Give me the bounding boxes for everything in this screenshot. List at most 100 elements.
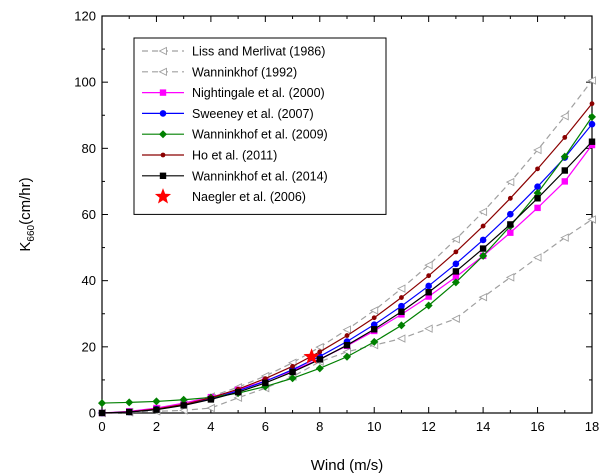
data-point	[425, 289, 432, 296]
data-point	[234, 388, 242, 396]
x-tick-label: 8	[316, 419, 323, 434]
legend-item: Liss and Merlivat (1986)	[142, 45, 325, 59]
data-point	[425, 282, 432, 290]
data-point	[560, 152, 569, 161]
data-point	[289, 368, 296, 376]
data-point	[396, 284, 406, 293]
data-point	[290, 363, 295, 369]
y-tick-label: 60	[82, 207, 96, 222]
data-point	[533, 188, 542, 197]
data-point	[369, 306, 379, 315]
legend-item: Ho et al. (2011)	[142, 149, 277, 163]
data-point	[152, 397, 161, 406]
data-point	[371, 326, 378, 333]
data-point	[479, 245, 487, 252]
legend-label: Naegler et al. (2006)	[192, 190, 306, 204]
data-point	[315, 364, 324, 373]
data-point	[180, 402, 187, 409]
y-tick-label: 20	[82, 339, 96, 354]
data-point	[560, 233, 569, 242]
legend-swatch-marker	[158, 67, 167, 77]
x-tick-label: 2	[153, 419, 160, 434]
x-tick-label: 4	[207, 419, 214, 434]
legend-item: Wanninkhof et al. (2014)	[142, 169, 328, 183]
legend-swatch-marker	[159, 110, 167, 117]
legend-item: Sweeney et al. (2007)	[142, 107, 314, 121]
data-point	[587, 215, 596, 224]
legend-label: Wanninkhof et al. (2014)	[192, 169, 328, 183]
data-point	[507, 221, 514, 228]
data-point	[316, 356, 323, 363]
data-point	[370, 337, 379, 346]
data-point	[588, 141, 596, 149]
y-axis-title-unit: (cm/hr)	[17, 177, 34, 225]
data-point	[398, 308, 405, 315]
y-axis-title: K660(cm/hr)	[17, 177, 37, 251]
data-point	[98, 409, 106, 417]
data-point	[451, 235, 460, 244]
data-point	[179, 406, 188, 415]
data-point	[288, 374, 297, 383]
data-point	[425, 293, 432, 300]
data-point	[206, 403, 215, 413]
plot-series	[97, 76, 596, 418]
legend-swatch-marker	[159, 130, 167, 139]
data-point	[426, 273, 432, 279]
data-point	[451, 278, 460, 287]
axes: 0 2 4 6 8 10 12 14 16 18 0 20 40 60 80 100 120	[74, 9, 599, 435]
data-point	[507, 210, 514, 218]
y-tick-label: 120	[74, 9, 96, 24]
data-point	[534, 195, 541, 202]
data-point	[452, 273, 460, 281]
data-point	[561, 167, 568, 174]
x-axis-title: Wind (m/s)	[311, 457, 384, 474]
legend: Liss and Merlivat (1986) Wanninkhof (1992…	[133, 37, 387, 215]
data-point	[534, 204, 541, 212]
legend-swatch-marker	[160, 152, 166, 158]
y-axis-title-main: K	[17, 242, 34, 252]
legend-swatch-marker	[158, 46, 167, 56]
data-point	[534, 183, 541, 191]
legend-item: Wanninkhof (1992)	[142, 65, 297, 79]
data-point	[207, 396, 215, 403]
data-point	[478, 207, 488, 217]
legend-label: Wanninkhof et al. (2009)	[192, 128, 328, 142]
legend-swatch-marker	[159, 89, 167, 96]
data-point	[533, 145, 542, 155]
data-point	[560, 112, 569, 121]
data-point	[452, 260, 460, 268]
data-point	[478, 292, 488, 302]
legend-swatch-marker	[159, 172, 167, 179]
data-point	[453, 249, 459, 255]
legend-item: Nightingale et al. (2000)	[142, 86, 325, 100]
legend-label: Nightingale et al. (2000)	[192, 86, 325, 100]
legend-label: Liss and Merlivat (1986)	[192, 45, 325, 59]
data-point	[315, 342, 324, 352]
data-point	[317, 349, 323, 355]
series-7	[98, 138, 596, 417]
data-point	[153, 406, 160, 413]
x-tick-label: 6	[262, 419, 269, 434]
x-tick-label: 18	[585, 419, 599, 434]
legend-label: Ho et al. (2011)	[192, 149, 277, 163]
data-point	[479, 251, 488, 260]
y-tick-label: 100	[74, 75, 96, 90]
data-point	[588, 120, 596, 128]
data-point	[98, 399, 106, 408]
data-point	[424, 260, 433, 270]
data-point	[535, 166, 540, 172]
legend-swatch-marker	[154, 188, 172, 204]
data-point	[587, 76, 596, 85]
data-point	[505, 177, 515, 187]
data-point	[397, 321, 406, 330]
data-point	[396, 334, 406, 343]
y-tick-label: 40	[82, 273, 96, 288]
legend-label: Wanninkhof (1992)	[192, 65, 297, 79]
legend-label: Sweeney et al. (2007)	[192, 107, 314, 121]
series-line	[101, 218, 593, 414]
data-point	[343, 341, 351, 349]
y-axis-title-subscript: 660	[26, 224, 37, 241]
data-point	[371, 315, 377, 321]
naegler-point-star	[303, 348, 320, 364]
